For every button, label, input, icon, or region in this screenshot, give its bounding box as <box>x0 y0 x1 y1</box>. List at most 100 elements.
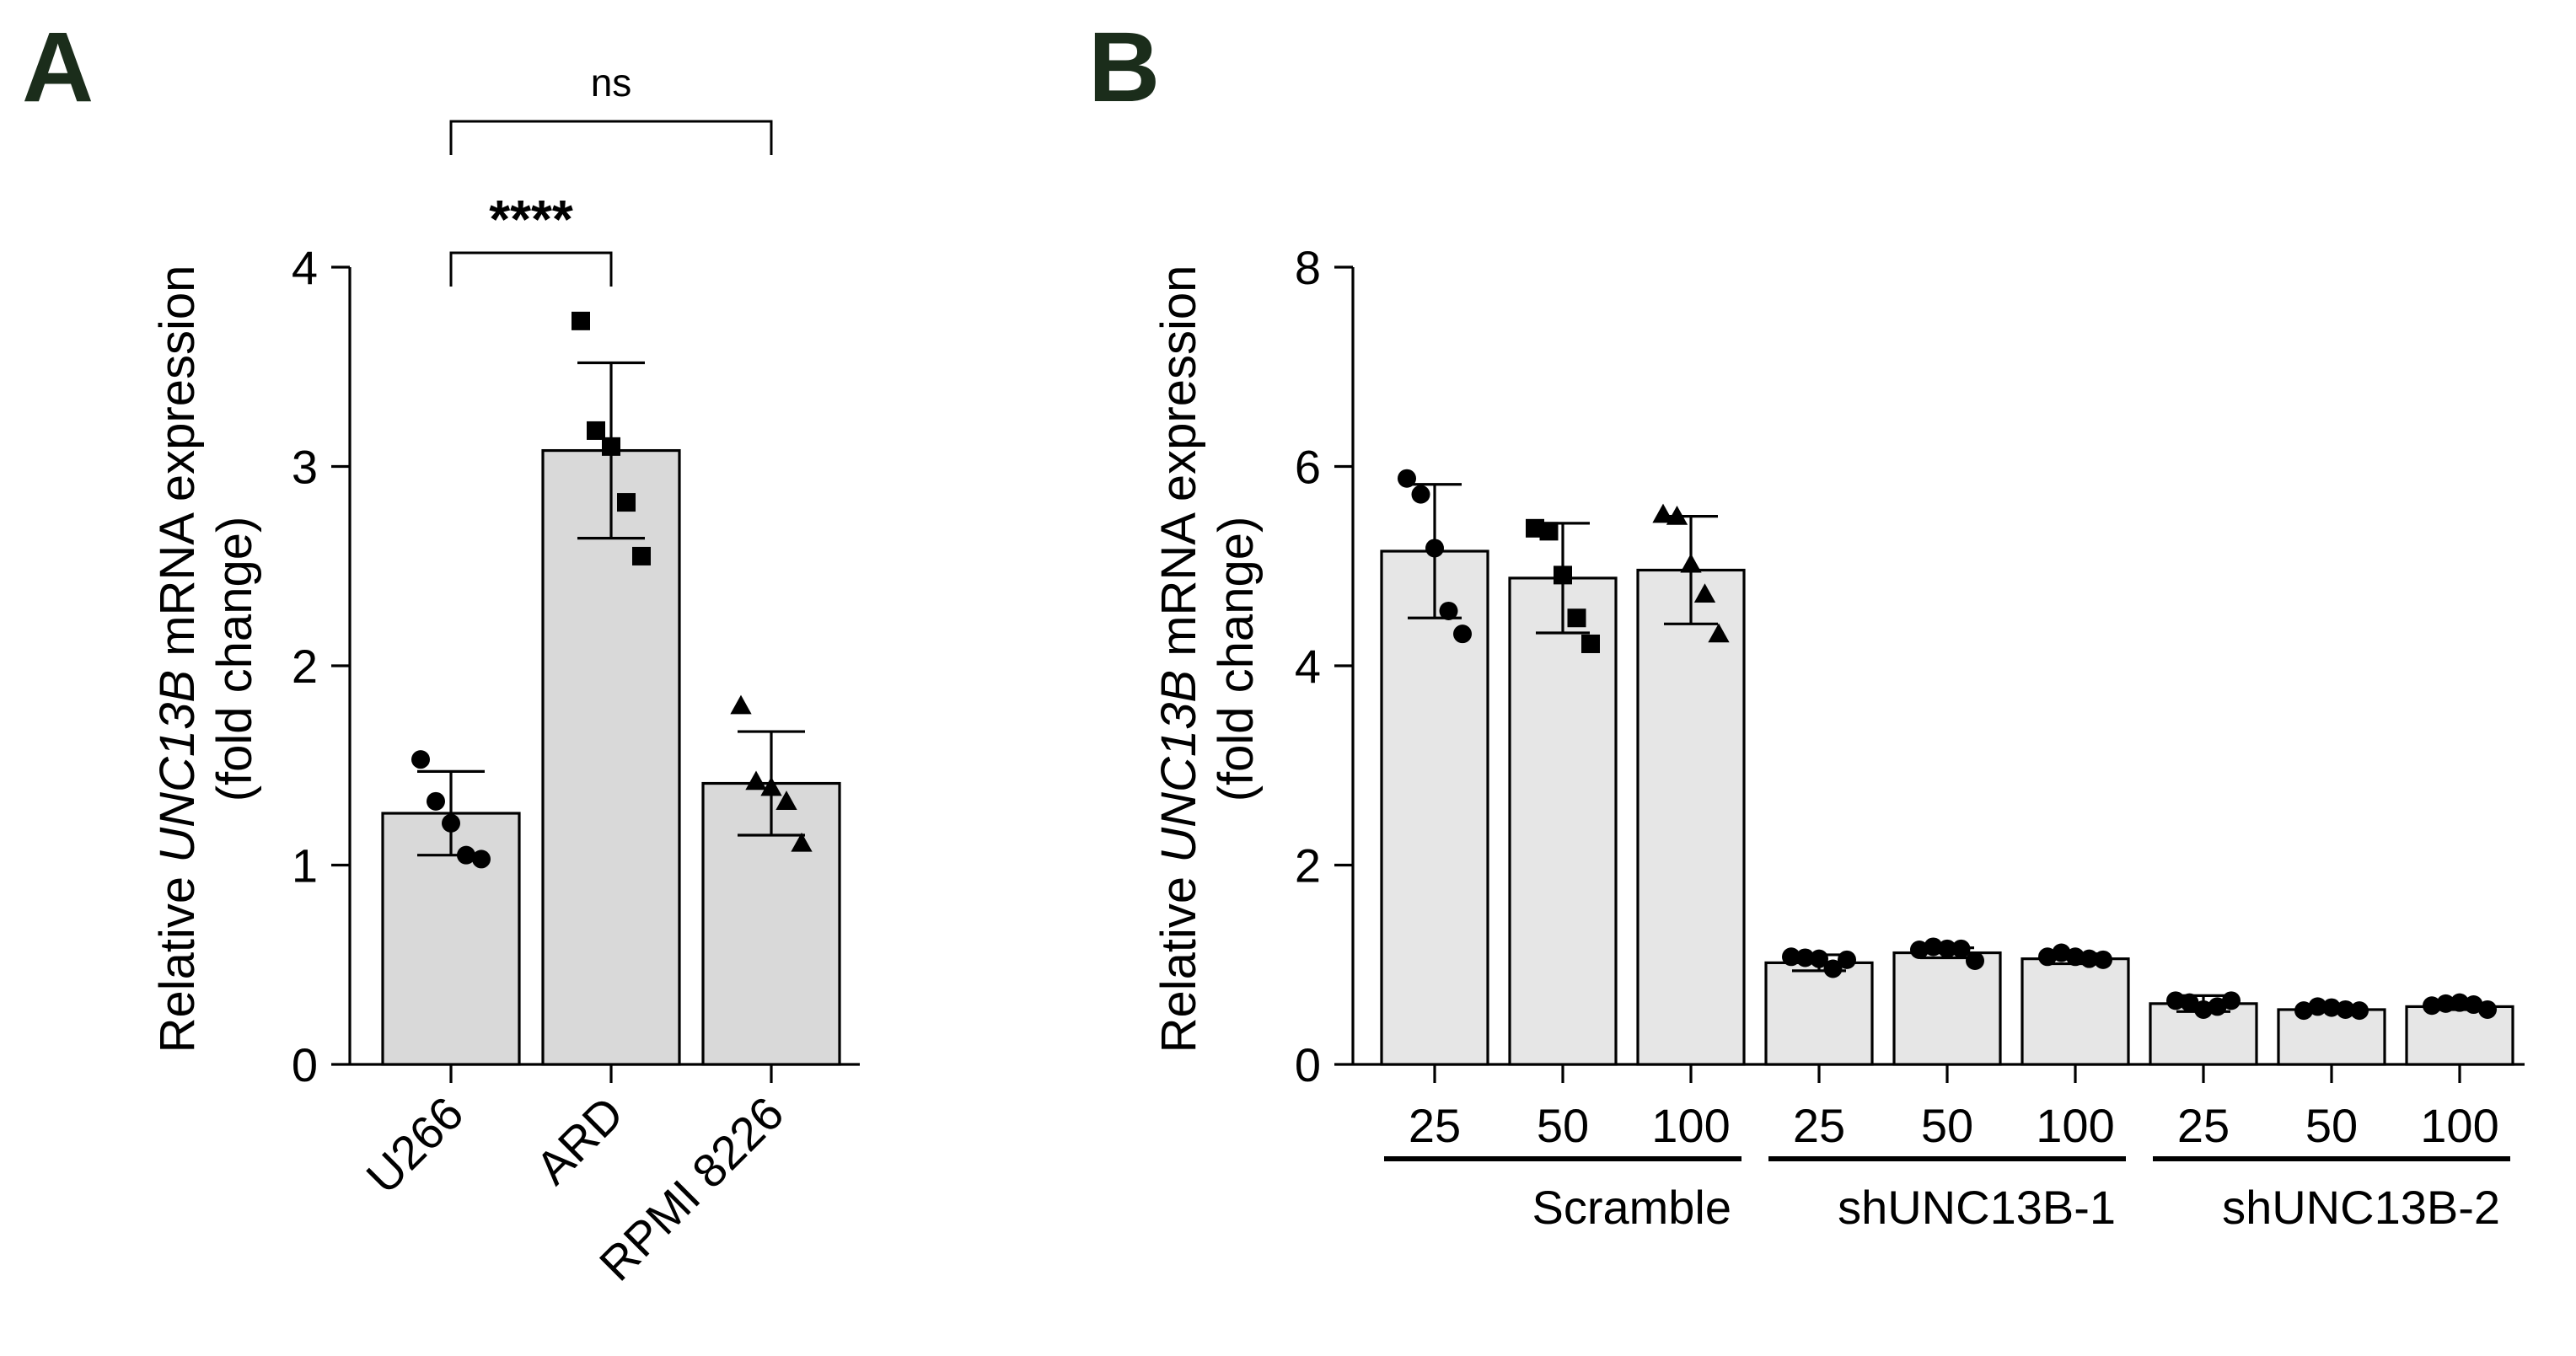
y-axis-label-part: UNC13B <box>1151 670 1206 863</box>
data-point <box>587 421 605 440</box>
data-point <box>1708 623 1730 643</box>
bar-group <box>2277 997 2386 1066</box>
data-point <box>2222 991 2241 1010</box>
x-tick-label: 50 <box>2305 1099 2358 1152</box>
panel-a: A 0 1 2 3 4 Relative UNC13B mRNA expression (f… <box>22 12 860 1291</box>
data-point <box>2052 943 2071 962</box>
y-tick-label: 8 <box>1295 241 1321 294</box>
x-tick-label: U266 <box>356 1086 473 1203</box>
y-axis-label-part: mRNA expression <box>1151 265 1206 670</box>
panel-b: B 0 2 4 6 8 Relative UNC13B mRNA expression (f… <box>1088 12 2525 1234</box>
data-point <box>1554 565 1572 585</box>
x-tick-label: 100 <box>1651 1099 1730 1152</box>
data-point <box>1439 601 1458 620</box>
data-point <box>1539 522 1559 541</box>
data-point <box>457 845 475 865</box>
bar-group <box>1636 503 1746 1066</box>
chart-a: 0 1 2 3 4 Relative UNC13B mRNA expression (fol… <box>150 61 860 1291</box>
bar-group <box>541 311 681 1066</box>
data-point <box>2322 998 2341 1017</box>
bar <box>2405 1005 2514 1066</box>
bar-group <box>1764 947 1874 1066</box>
y-tick-label: 4 <box>292 241 318 294</box>
data-point <box>775 791 797 810</box>
data-point <box>1938 939 1956 958</box>
data-point <box>632 546 651 565</box>
y-axis-label-part: Relative <box>150 863 205 1053</box>
significance-label: **** <box>489 189 573 249</box>
chart-b: 0 2 4 6 8 Relative UNC13B mRNA expression (fol… <box>1151 241 2525 1234</box>
y-axis-label-line2: (fold change) <box>1209 517 1264 802</box>
data-point <box>2294 1001 2313 1021</box>
y-axis-label-part: Relative <box>1151 863 1206 1053</box>
data-point <box>2080 949 2099 968</box>
data-point <box>1838 950 1856 969</box>
y-tick-label: 6 <box>1295 441 1321 494</box>
data-point <box>1910 941 1929 960</box>
data-point <box>2450 993 2469 1012</box>
bar-group <box>701 694 841 1066</box>
data-point <box>617 493 636 512</box>
data-point <box>2350 1001 2369 1021</box>
data-point <box>2308 997 2327 1016</box>
significance-label: ns <box>591 61 632 105</box>
x-tick-label: 25 <box>2177 1099 2230 1152</box>
x-tick-label: 25 <box>1409 1099 1461 1152</box>
bar-group <box>1892 937 2002 1066</box>
data-point <box>572 311 590 330</box>
data-point <box>1666 505 1688 525</box>
data-point <box>2208 997 2227 1016</box>
y-tick-label: 0 <box>1295 1038 1321 1091</box>
y-axis-label: Relative UNC13B mRNA expression <box>1151 265 1206 1053</box>
bar <box>2021 957 2130 1066</box>
data-point <box>2423 996 2441 1016</box>
bar-group <box>1380 469 1489 1066</box>
data-point <box>2194 1000 2213 1019</box>
bar <box>1764 961 1874 1066</box>
group-label: shUNC13B-1 <box>1838 1181 2116 1234</box>
x-tick-label: 50 <box>1537 1099 1589 1152</box>
data-point <box>791 832 813 852</box>
panel-a-letter: A <box>22 12 94 123</box>
data-point <box>2336 1000 2355 1019</box>
bar-group <box>2149 991 2258 1066</box>
data-point <box>602 437 620 456</box>
y-tick-label: 1 <box>292 839 318 892</box>
data-point <box>2464 995 2483 1015</box>
bar-group <box>381 750 521 1066</box>
data-point <box>2166 991 2185 1010</box>
data-point <box>1453 624 1472 644</box>
x-tick-label: 100 <box>2420 1099 2498 1152</box>
data-point <box>1966 951 1984 971</box>
significance-bracket <box>449 120 773 155</box>
data-point <box>2038 947 2057 967</box>
data-point <box>1924 937 1943 957</box>
y-axis-label: Relative UNC13B mRNA expression <box>150 265 205 1053</box>
y-axis-label-line2: (fold change) <box>207 517 262 802</box>
y-axis-label-part: UNC13B <box>150 670 205 863</box>
data-point <box>1693 583 1716 603</box>
y-tick-label: 2 <box>1295 839 1321 892</box>
y-tick-label: 4 <box>1295 640 1321 693</box>
data-point <box>745 770 767 791</box>
y-tick-label: 2 <box>292 640 318 693</box>
bar-group <box>2405 993 2514 1066</box>
data-point <box>730 694 752 715</box>
data-point <box>1680 553 1702 573</box>
data-point <box>427 791 445 811</box>
data-point <box>442 813 460 833</box>
data-point <box>411 750 430 769</box>
group-label: Scramble <box>1532 1181 1731 1234</box>
data-point <box>1795 948 1815 967</box>
bar <box>1892 951 2002 1066</box>
data-point <box>472 850 491 869</box>
data-point <box>1581 634 1600 653</box>
data-point <box>2436 994 2455 1013</box>
bar <box>1636 568 1746 1066</box>
group-label: shUNC13B-2 <box>2222 1181 2500 1234</box>
data-point <box>1567 608 1586 628</box>
bar <box>2277 1008 2386 1066</box>
data-point <box>1782 947 1801 967</box>
data-point <box>1823 959 1843 978</box>
